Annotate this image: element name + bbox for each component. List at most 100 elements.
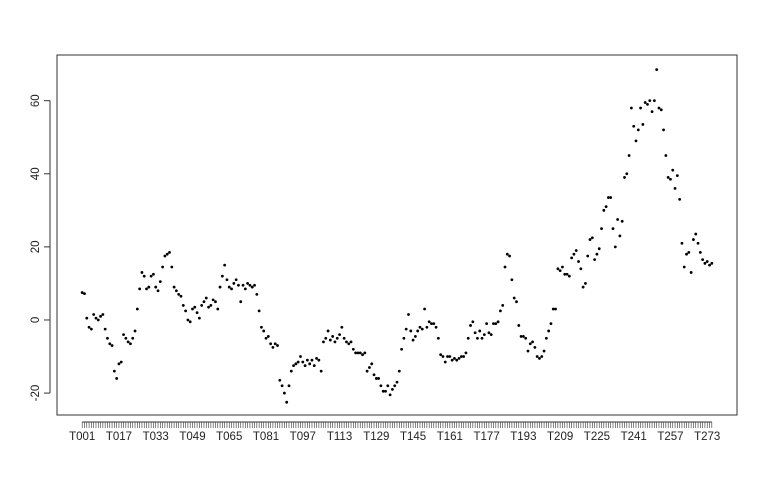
point [289,369,293,373]
point [117,362,121,366]
point [202,300,206,304]
point [96,318,100,322]
point [409,329,413,333]
x-tick-label: T145 [400,431,426,443]
plot-frame [56,54,738,416]
point [664,154,668,157]
point [310,358,314,362]
x-tick-label: T049 [179,431,205,443]
point [197,316,201,320]
point [535,355,539,358]
point [623,176,626,179]
point [439,353,443,357]
point [416,329,420,333]
point [188,320,192,324]
point [260,325,263,329]
point [271,345,275,349]
point [418,325,422,329]
point [331,335,335,338]
point [567,274,571,278]
point [650,110,654,114]
point [521,335,525,338]
point [186,318,190,322]
point [388,393,392,397]
point [487,331,491,335]
point [703,261,707,265]
point [301,360,305,364]
point [492,322,495,326]
point [147,285,151,289]
point [193,305,197,309]
point [441,355,445,358]
point [496,320,500,324]
point [657,106,661,110]
point [142,274,146,278]
point [209,303,213,307]
point [466,336,470,340]
point [652,99,656,103]
point [471,320,475,324]
point [499,309,502,313]
point [184,309,187,313]
x-tick-label: T113 [327,431,352,443]
point [478,329,482,333]
point [370,362,374,366]
x-tick-label: T081 [253,431,279,443]
point [165,252,169,256]
point [179,294,183,298]
point [687,250,691,254]
point [112,369,116,373]
point [283,391,286,395]
point [480,336,484,340]
point [250,285,254,289]
point [528,342,532,346]
point [593,258,597,262]
point [204,296,208,300]
point [595,252,599,256]
point [266,335,270,338]
y-tick-label: -20 [30,385,42,402]
point [200,303,204,307]
point [92,313,96,316]
point [544,336,548,340]
point [207,305,210,309]
point [517,324,521,327]
point [625,172,629,176]
point [432,322,436,326]
point [698,250,702,254]
point [708,263,711,267]
point [602,208,606,212]
x-tick-label: T241 [621,431,647,443]
x-tick-label: T017 [106,431,132,443]
point [216,307,220,311]
point [126,340,130,344]
point [227,285,231,289]
point [303,364,307,368]
point [613,245,617,249]
point [430,322,433,326]
point [574,249,578,252]
point [646,102,649,106]
point [692,238,695,241]
point [287,384,291,388]
point [655,68,659,72]
point [597,247,601,251]
point [122,333,125,336]
point [402,336,406,340]
point [214,300,217,304]
point [225,278,229,282]
point [549,322,553,326]
point [248,283,252,287]
point [558,269,562,273]
point [386,384,390,388]
point [533,345,537,349]
point [218,285,222,289]
point [501,303,505,307]
point [308,362,312,366]
point [124,336,128,340]
point [581,285,585,289]
point [400,347,403,351]
point [326,329,330,333]
x-tick-label: T033 [143,431,169,443]
